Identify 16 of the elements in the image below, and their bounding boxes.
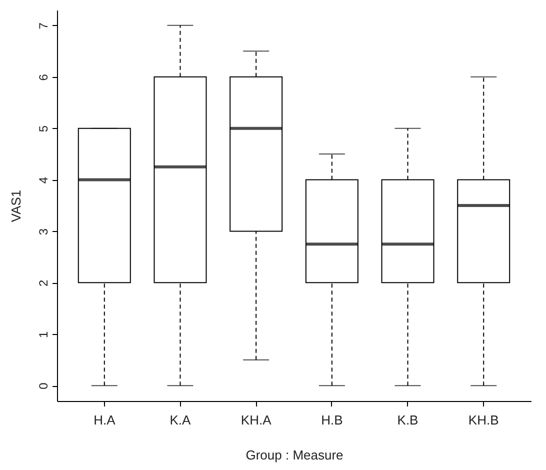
x-tick-label: K.B xyxy=(397,412,418,428)
y-tick-label: 1 xyxy=(36,330,50,338)
y-tick-label: 3 xyxy=(36,228,50,236)
x-axis-title: Group : Measure xyxy=(246,448,344,462)
y-tick-label: 2 xyxy=(36,280,50,287)
y-tick-label: 0 xyxy=(36,382,50,390)
x-tick-label: KH.B xyxy=(468,412,499,428)
y-tick-label: 6 xyxy=(36,74,50,81)
y-tick-label: 5 xyxy=(36,125,50,132)
y-tick-label: 7 xyxy=(36,22,50,30)
y-axis-title: VAS1 xyxy=(8,190,24,222)
x-tick-label: H.A xyxy=(94,412,116,428)
x-tick-label: H.B xyxy=(321,412,343,428)
x-tick-label: K.A xyxy=(170,412,192,428)
y-tick-label: 4 xyxy=(36,176,50,184)
x-tick-label: KH.A xyxy=(240,412,272,428)
